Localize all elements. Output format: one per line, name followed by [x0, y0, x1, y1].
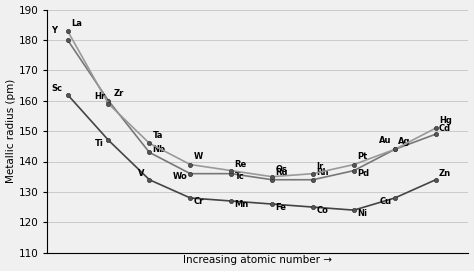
Text: Cr: Cr: [193, 196, 204, 206]
Text: Cd: Cd: [439, 124, 451, 133]
Text: Ir: Ir: [316, 162, 324, 171]
X-axis label: Increasing atomic number →: Increasing atomic number →: [183, 256, 332, 265]
Y-axis label: Metallic radius (pm): Metallic radius (pm): [6, 79, 16, 183]
Text: W: W: [193, 153, 203, 162]
Text: Au: Au: [379, 136, 392, 145]
Text: Os: Os: [275, 165, 287, 174]
Text: Cu: Cu: [379, 196, 392, 206]
Text: Y: Y: [51, 26, 57, 36]
Text: Zr: Zr: [113, 89, 124, 98]
Text: Rh: Rh: [316, 168, 329, 177]
Text: Nb: Nb: [153, 145, 165, 154]
Text: Mn: Mn: [235, 200, 249, 209]
Text: Pt: Pt: [357, 153, 367, 162]
Text: Pd: Pd: [357, 169, 369, 178]
Text: Hr: Hr: [94, 92, 105, 101]
Text: Sc: Sc: [52, 84, 63, 93]
Text: Ta: Ta: [153, 131, 163, 140]
Text: Ti: Ti: [95, 139, 103, 148]
Text: Wo: Wo: [172, 172, 187, 181]
Text: Tc: Tc: [235, 172, 244, 181]
Text: La: La: [71, 19, 82, 28]
Text: Co: Co: [316, 206, 328, 215]
Text: Zn: Zn: [439, 169, 451, 178]
Text: Ru: Ru: [275, 168, 288, 177]
Text: Hg: Hg: [439, 116, 452, 125]
Text: Re: Re: [235, 160, 246, 169]
Text: Ni: Ni: [357, 209, 367, 218]
Text: Fe: Fe: [275, 203, 286, 212]
Text: V: V: [138, 169, 145, 178]
Text: Ag: Ag: [398, 137, 410, 146]
